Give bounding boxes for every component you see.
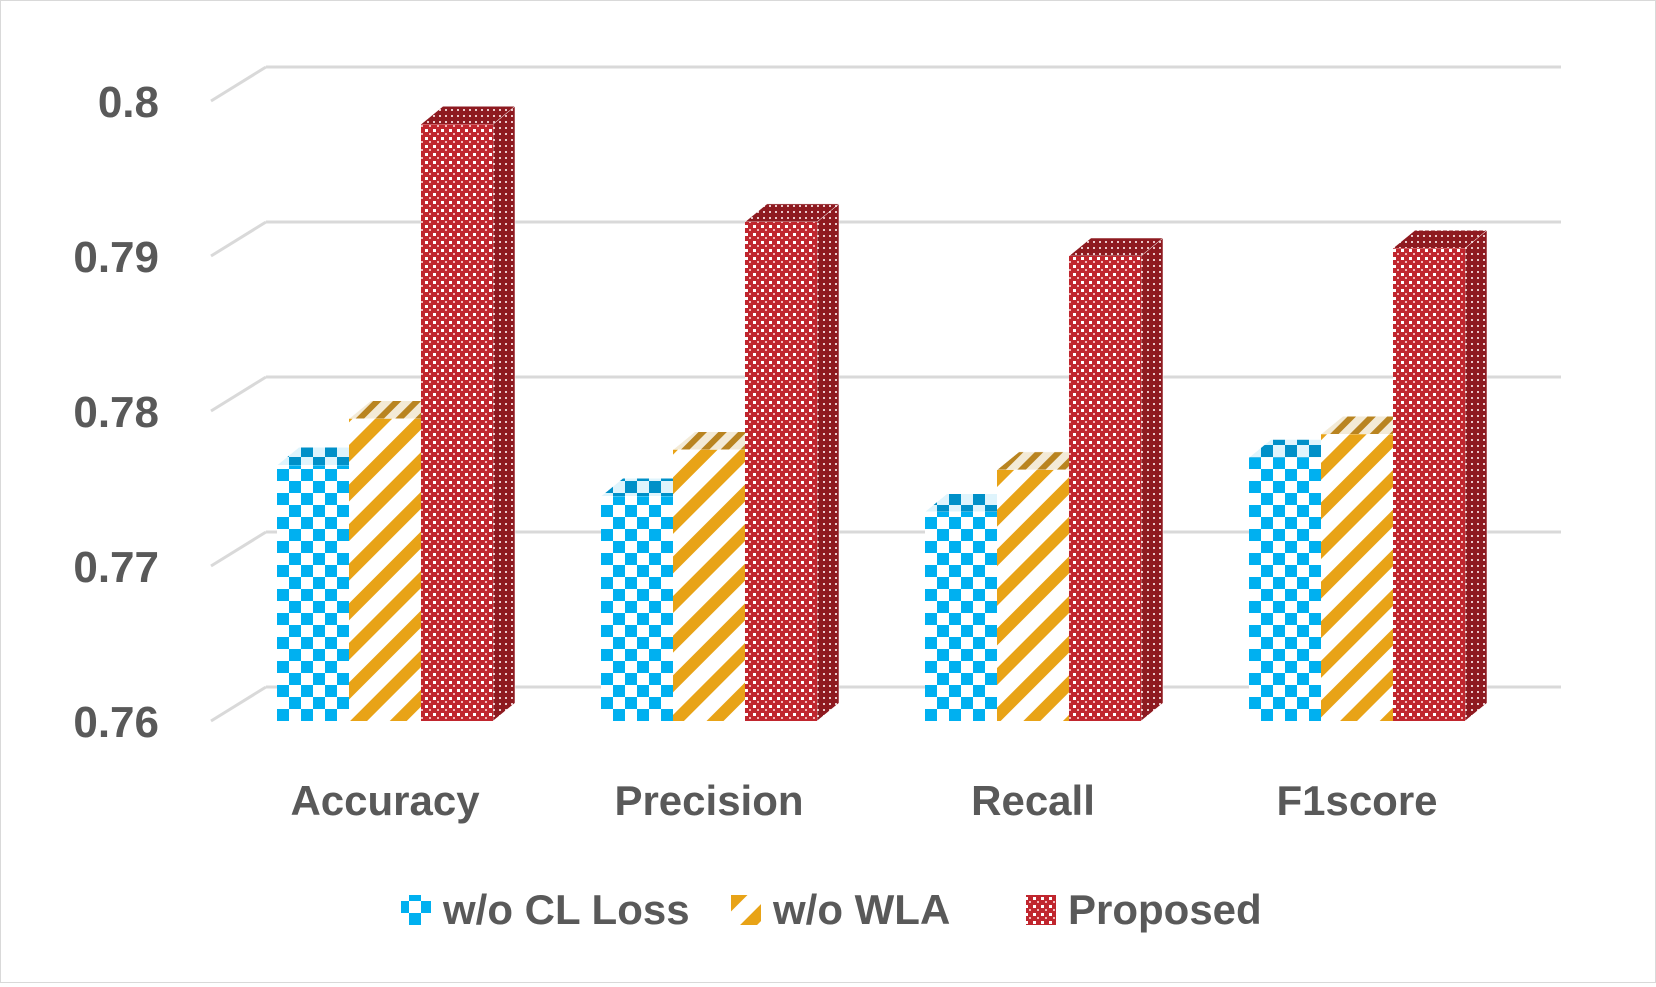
bar-front [1393,248,1465,721]
bar-f1score-2 [1392,229,1488,722]
bar-front [997,469,1069,721]
legend-swatch [401,895,431,925]
x-tick-label-accuracy: Accuracy [290,777,480,824]
bar-side [492,105,516,722]
legend-swatch [1026,895,1056,925]
x-tick-label-f1score: F1score [1276,777,1437,824]
y-tick-label: 0.77 [73,543,159,592]
bar-accuracy-1 [348,400,444,722]
bar-front [1321,434,1393,721]
x-tick-label-precision: Precision [614,777,803,824]
bar-front [673,449,745,721]
y-tick-label: 0.78 [73,388,159,437]
bar-precision-2 [744,203,840,722]
y-axis-ticks: 0.76 0.77 0.78 0.79 0.8 [73,78,159,747]
bar-front [601,496,673,721]
gridline-floor [210,220,267,258]
legend-label: w/o CL Loss [442,886,690,933]
bar-front [349,418,421,721]
bar-side [1464,229,1488,722]
legend-label: Proposed [1068,886,1262,933]
legend: w/o CL Loss w/o WLA Proposed [401,886,1262,933]
legend-item-1: w/o WLA [731,886,950,933]
bar-side [816,203,840,722]
bar-front [1249,457,1321,721]
x-axis-categories: Accuracy Precision Recall F1score [290,777,1437,824]
bar-front [745,221,817,721]
x-tick-label-recall: Recall [971,777,1095,824]
legend-item-2: Proposed [1026,886,1262,933]
y-tick-label: 0.8 [98,78,159,127]
bar-front [421,124,493,721]
gridline-floor [210,685,267,723]
bar-recall-2 [1068,237,1164,722]
legend-item-0: w/o CL Loss [401,886,690,933]
bar-front [277,465,349,721]
bar-front [1069,256,1141,721]
legend-label: w/o WLA [772,886,950,933]
legend-swatch [731,895,761,925]
bar-side [1140,237,1164,722]
gridline-floor [210,65,267,103]
bar-front [925,511,997,721]
gridline-floor [210,375,267,413]
gridline-floor [210,530,267,568]
bars [276,105,1488,722]
bar-accuracy-2 [420,105,516,722]
y-tick-label: 0.76 [73,698,159,747]
y-tick-label: 0.79 [73,233,159,282]
